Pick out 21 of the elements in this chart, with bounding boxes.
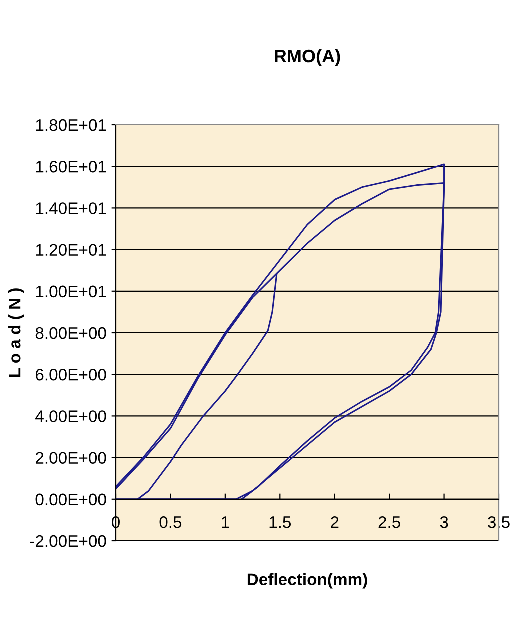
x-tick-label: 0.5 <box>160 516 182 528</box>
y-tick-label: 6.00E+00 <box>36 369 106 381</box>
x-tick-label: 2.5 <box>378 516 400 528</box>
y-tick-label: 1.60E+01 <box>36 161 106 173</box>
y-axis-title: L o a d ( N ) <box>8 288 24 378</box>
y-tick-label: 4.00E+00 <box>36 410 106 422</box>
y-tick-label: 0.00E+00 <box>36 494 106 506</box>
x-tick-label: 3.5 <box>488 516 510 528</box>
y-tick-label: -2.00E+00 <box>30 535 106 548</box>
y-tick-label: 2.00E+00 <box>36 452 106 464</box>
y-tick-label: 1.40E+01 <box>36 202 106 214</box>
x-tick-label: 3 <box>440 516 448 528</box>
y-tick-label: 1.20E+01 <box>36 244 106 256</box>
y-tick-label: 8.00E+00 <box>36 327 106 340</box>
y-tick-label: 1.00E+01 <box>36 286 106 298</box>
x-tick-label: 2 <box>331 516 339 528</box>
y-tick-label: 1.80E+01 <box>36 119 106 132</box>
x-axis-title: Deflection(mm) <box>248 573 368 589</box>
x-tick-label: 1.5 <box>270 516 292 528</box>
x-tick-label: 1 <box>222 516 230 528</box>
chart-title: RMO(A) <box>275 49 340 66</box>
